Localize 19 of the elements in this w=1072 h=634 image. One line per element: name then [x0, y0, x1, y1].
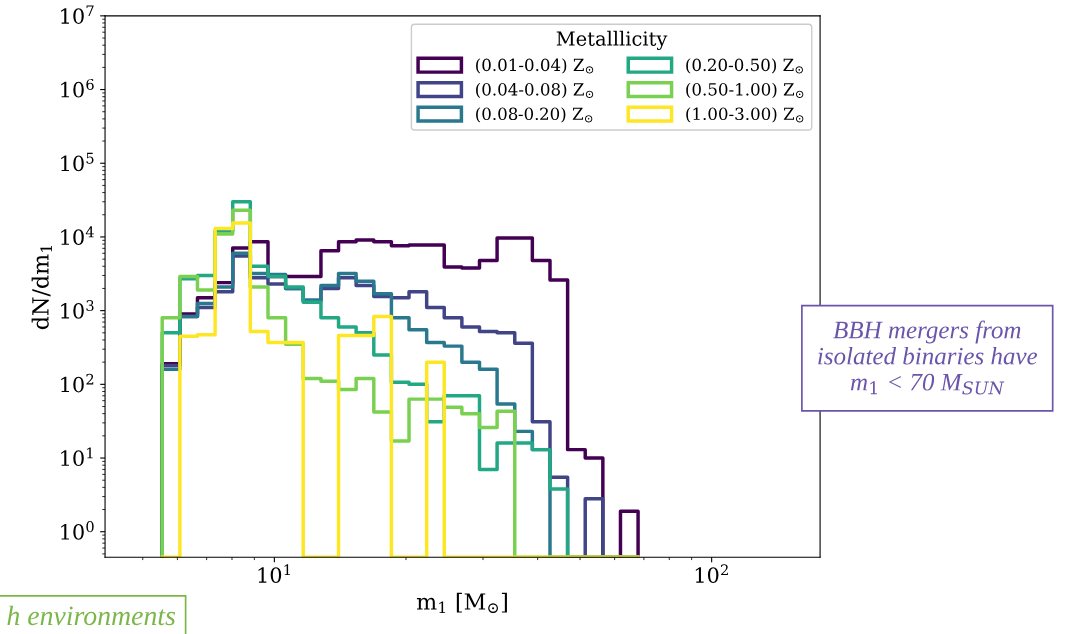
legend-label: (0.01-0.04) Z$_{⊙}$ — [476, 58, 594, 74]
legend-label: (0.50-1.00) Z$_{⊙}$ — [686, 82, 804, 98]
y-tick-label: 10$^{7}$ — [61, 5, 94, 24]
y-tick-label: 10$^{1}$ — [61, 447, 93, 467]
y-tick-label: 10$^{0}$ — [61, 521, 94, 540]
legend-label: (1.00-3.00) Z$_{⊙}$ — [686, 107, 804, 123]
legend-label: (0.20-0.50) Z$_{⊙}$ — [686, 58, 803, 74]
legend-label: (0.04-0.08) Z$_{⊙}$ — [476, 82, 594, 98]
legend-label: (0.08-0.20) Z$_{⊙}$ — [476, 107, 593, 123]
y-tick-label: 10$^{5}$ — [61, 152, 94, 172]
y-tick-label: 10$^{2}$ — [61, 373, 94, 393]
y-tick-label: 10$^{6}$ — [61, 78, 94, 98]
x-axis-title: m$_{1}$ [M$_{⊙}$] — [416, 592, 507, 614]
y-tick-label: 10$^{4}$ — [61, 226, 94, 245]
y-tick-label: 10$^{3}$ — [61, 300, 94, 319]
text: h environments — [7, 605, 176, 626]
annotation: BBH mergers from isolated binaries have m$_{1}$ < 70 M$_{SUN}$ — [818, 320, 1038, 395]
y-axis-title: dN/dm$_{1}$ — [31, 245, 52, 330]
legend-title: Metalllicity — [556, 30, 668, 50]
